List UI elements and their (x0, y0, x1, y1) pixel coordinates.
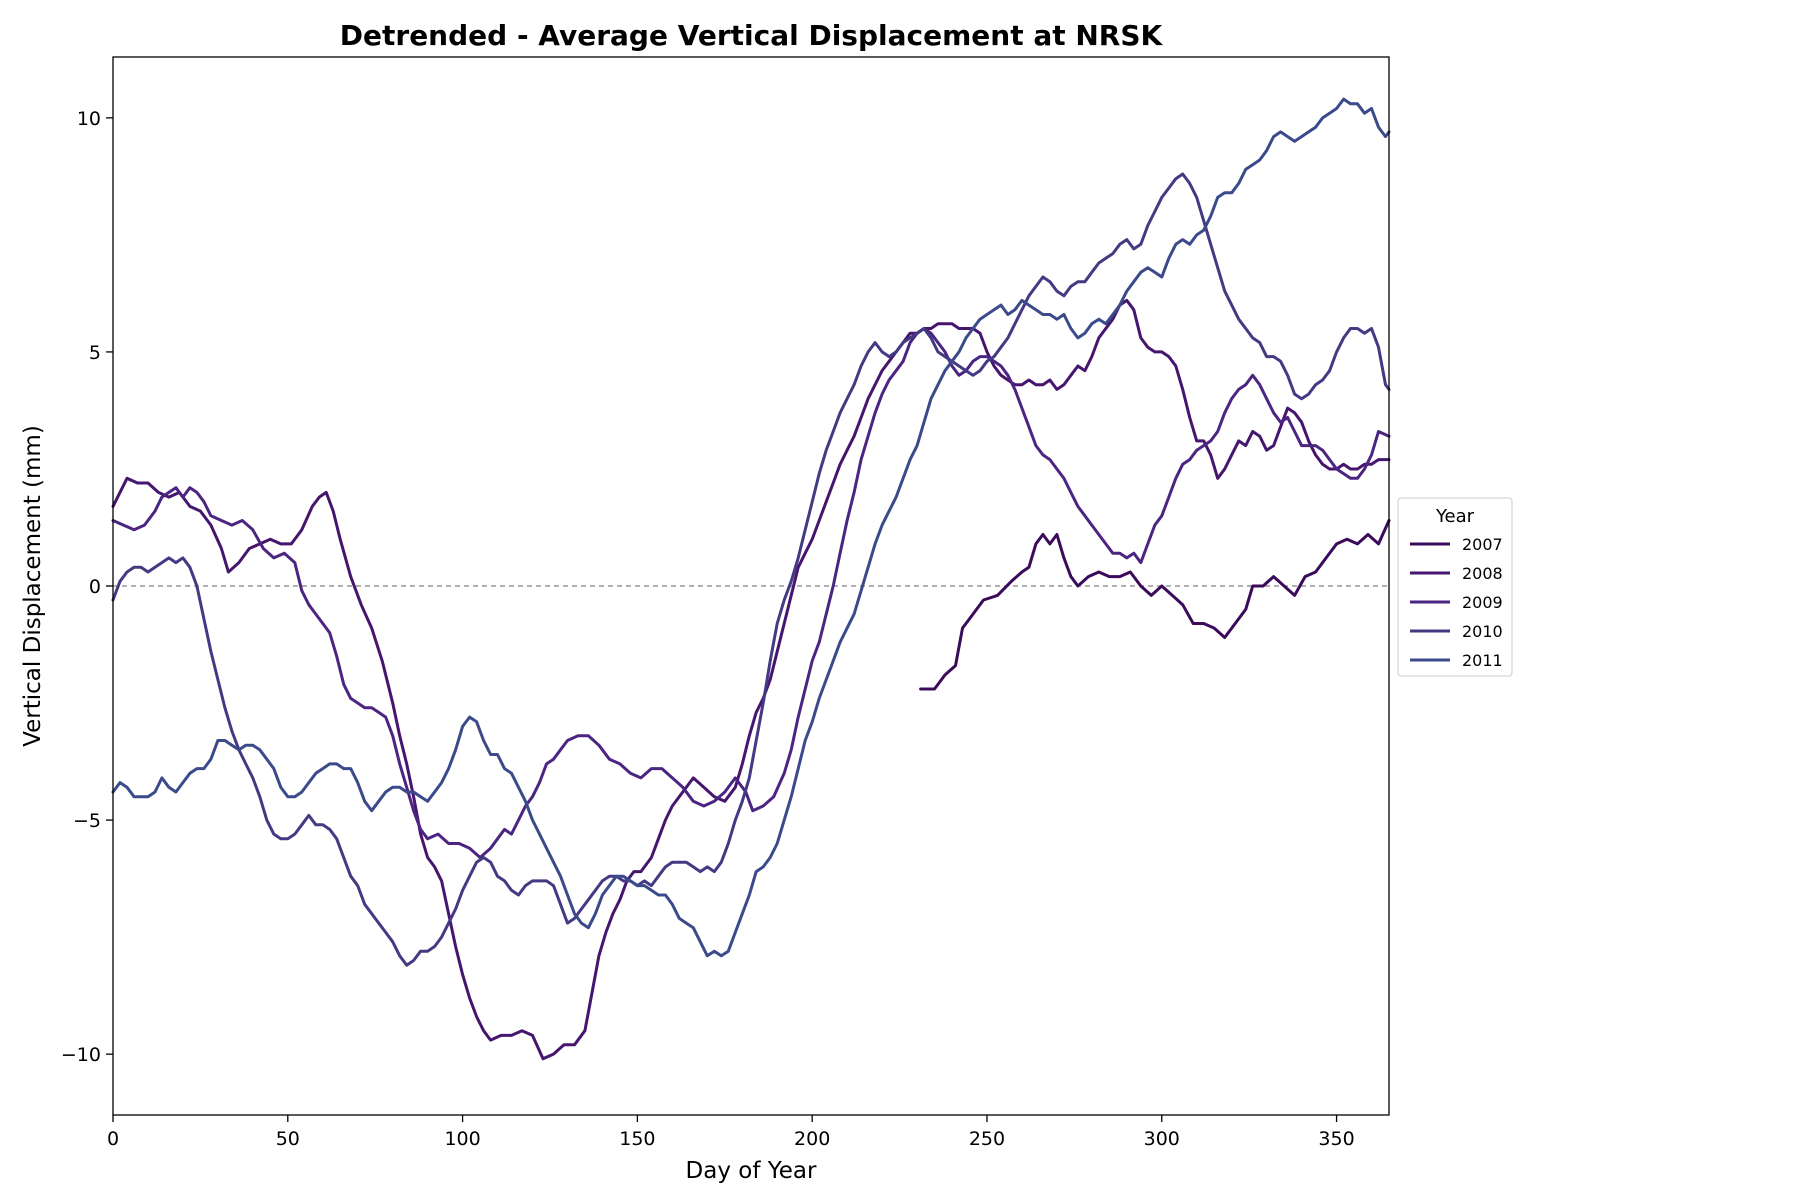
y-axis: −10 −5 0 5 10 (61, 108, 113, 1066)
legend-entries: 2007 2008 2009 2010 2011 (1410, 535, 1503, 670)
y-axis-label: Vertical Displacement (mm) (20, 425, 46, 747)
x-tick-label: 150 (619, 1128, 655, 1150)
x-tick-label: 250 (969, 1128, 1005, 1150)
x-tick-label: 300 (1144, 1128, 1180, 1150)
x-tick-label: 350 (1318, 1128, 1354, 1150)
y-tick-label: 10 (77, 108, 101, 130)
legend-label-2010: 2010 (1462, 622, 1503, 641)
y-tick-label: 0 (89, 576, 101, 598)
x-tick-label: 0 (107, 1128, 119, 1150)
x-axis-label: Day of Year (686, 1158, 817, 1184)
series-line-2009 (111, 327, 1391, 859)
y-tick-label: −10 (61, 1044, 101, 1066)
legend: Year 2007 2008 2009 2010 2011 (1397, 497, 1513, 677)
legend-label-2007: 2007 (1462, 535, 1503, 554)
series-line-2011 (111, 97, 1391, 958)
chart-title: Detrended - Average Vertical Displacemen… (340, 19, 1164, 52)
x-tick-label: 100 (444, 1128, 480, 1150)
series-lines (111, 97, 1391, 1061)
x-tick-label: 200 (794, 1128, 830, 1150)
legend-title: Year (1435, 506, 1475, 527)
y-tick-label: 5 (89, 342, 101, 364)
x-tick-label: 50 (276, 1128, 300, 1150)
legend-label-2009: 2009 (1462, 593, 1503, 612)
series-line-2008 (111, 298, 1391, 1061)
x-axis: 0 50 100 150 200 250 300 350 (107, 1115, 1355, 1150)
legend-label-2011: 2011 (1462, 651, 1503, 670)
series-line-2010 (111, 172, 1391, 967)
y-tick-label: −5 (73, 810, 101, 832)
series-line-2007 (919, 519, 1391, 691)
legend-label-2008: 2008 (1462, 564, 1503, 583)
